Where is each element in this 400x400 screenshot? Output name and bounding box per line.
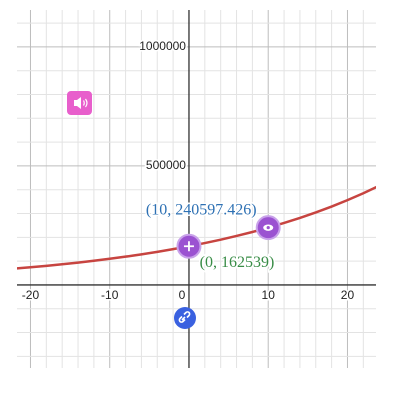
labels: -20 -10 0 10 20 500000 1000000 (10, 240597.426)… <box>20 38 356 304</box>
x-tick-label: 0 <box>179 288 186 302</box>
x-tick-label: -20 <box>22 288 40 302</box>
y-tick-label: 500000 <box>146 158 186 172</box>
speaker-icon <box>74 97 81 109</box>
sound-waves <box>82 98 88 108</box>
plus-icon <box>183 241 194 252</box>
link-button[interactable] <box>174 307 196 329</box>
x-tick-label: -10 <box>101 288 119 302</box>
x-tick-label: 10 <box>262 288 276 302</box>
link-icon <box>178 311 191 323</box>
point-label: (0, 162539) <box>200 254 275 271</box>
x-tick-label: 20 <box>341 288 355 302</box>
y-tick-label: 1000000 <box>139 39 186 53</box>
grid <box>17 10 376 368</box>
point-label: (10, 240597.426) <box>146 201 257 218</box>
sound-button[interactable] <box>67 91 92 115</box>
eye-pupil <box>266 226 270 230</box>
